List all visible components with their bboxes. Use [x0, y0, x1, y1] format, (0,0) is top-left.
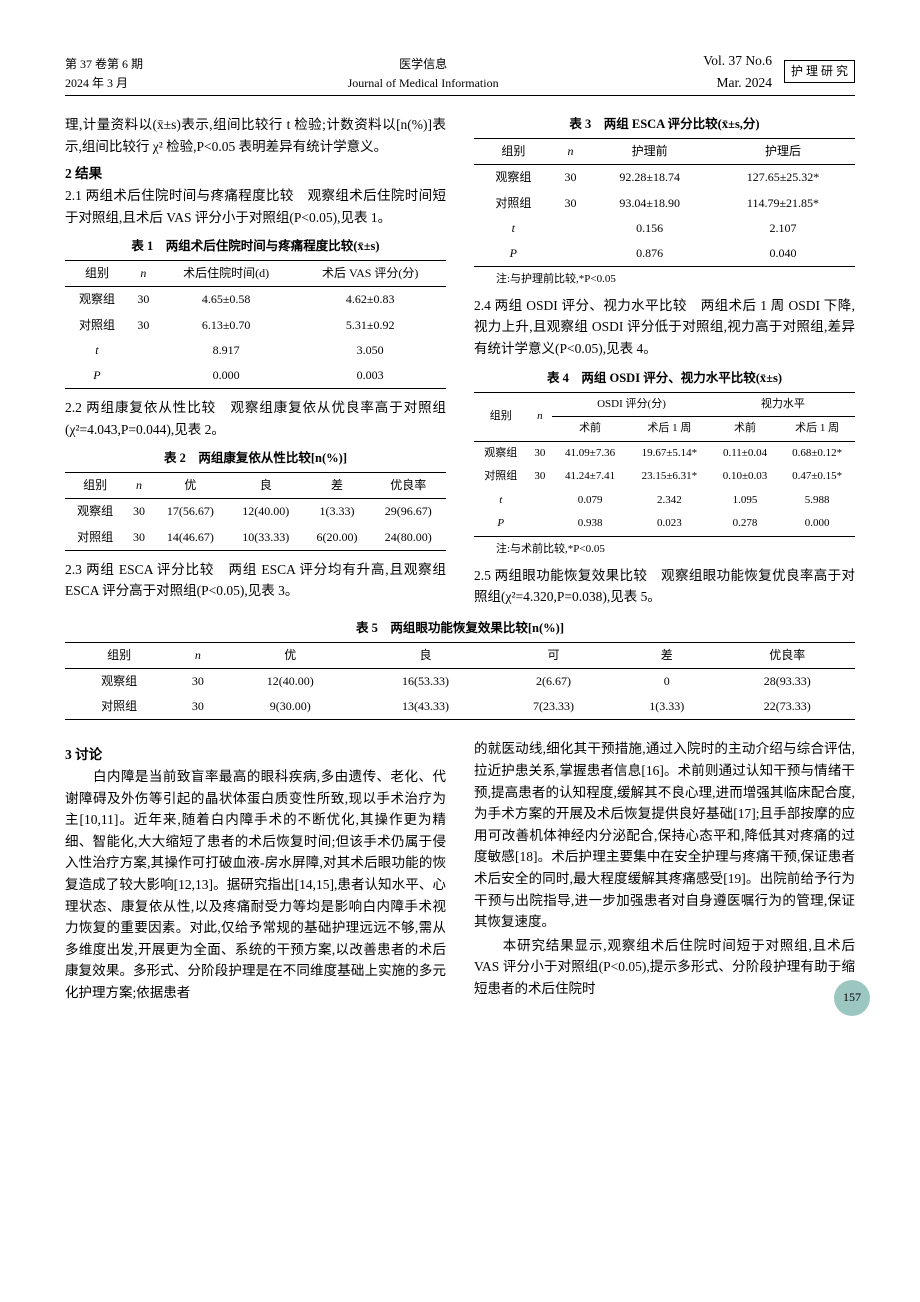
- table3-title: 表 3 两组 ESCA 评分比较(x̄±s,分): [474, 114, 855, 134]
- table3-note: 注:与护理前比较,*P<0.05: [474, 271, 855, 289]
- table2: 组别n 优良 差优良率 观察组3017(56.67)12(40.00)1(3.3…: [65, 472, 446, 551]
- table5: 组别n 优良 可差 优良率 观察组3012(40.00)16(53.33)2(6…: [65, 642, 855, 721]
- table1: 组别n 术后住院时间(d)术后 VAS 评分(分) 观察组304.65±0.58…: [65, 260, 446, 389]
- table4-title: 表 4 两组 OSDI 评分、视力水平比较(x̄±s): [474, 368, 855, 388]
- date-cn: 2024 年 3 月: [65, 74, 143, 93]
- discussion-right-2: 本研究结果显示,观察组术后住院时间短于对照组,且术后 VAS 评分小于对照组(P…: [474, 935, 855, 1000]
- discussion-left: 白内障是当前致盲率最高的眼科疾病,多由遗传、老化、代谢障碍及外伤等引起的晶状体蛋…: [65, 766, 446, 1004]
- page-number: 157: [834, 980, 870, 1016]
- table5-title: 表 5 两组眼功能恢复效果比较[n(%)]: [65, 618, 855, 638]
- section-tag: 护 理 研 究: [784, 60, 855, 83]
- table4: 组别 n OSDI 评分(分) 视力水平 术前术后 1 周 术前术后 1 周 观…: [474, 392, 855, 538]
- results-title: 2 结果: [65, 163, 446, 185]
- discussion-right: 的就医动线,细化其干预措施,通过入院时的主动介绍与综合评估,拉近护患关系,掌握患…: [474, 738, 855, 932]
- para-2-4: 2.4 两组 OSDI 评分、视力水平比较 两组术后 1 周 OSDI 下降,视…: [474, 295, 855, 360]
- page-header: 第 37 卷第 6 期 2024 年 3 月 医学信息 Journal of M…: [65, 50, 855, 96]
- discussion-title: 3 讨论: [65, 744, 446, 766]
- date-en: Mar. 2024: [703, 72, 772, 94]
- intro-para: 理,计量资料以(x̄±s)表示,组间比较行 t 检验;计数资料以[n(%)]表示…: [65, 114, 446, 157]
- vol-issue-cn: 第 37 卷第 6 期: [65, 55, 143, 74]
- para-2-1: 2.1 两组术后住院时间与疼痛程度比较 观察组术后住院时间短于对照组,且术后 V…: [65, 185, 446, 228]
- vol-issue-en: Vol. 37 No.6: [703, 50, 772, 72]
- para-2-5: 2.5 两组眼功能恢复效果比较 观察组眼功能恢复优良率高于对照组(χ²=4.32…: [474, 565, 855, 608]
- table2-title: 表 2 两组康复依从性比较[n(%)]: [65, 448, 446, 468]
- table1-title: 表 1 两组术后住院时间与疼痛程度比较(x̄±s): [65, 236, 446, 256]
- table3: 组别n 护理前护理后 观察组3092.28±18.74127.65±25.32*…: [474, 138, 855, 267]
- journal-en: Journal of Medical Information: [348, 74, 499, 93]
- para-2-2: 2.2 两组康复依从性比较 观察组康复依从优良率高于对照组(χ²=4.043,P…: [65, 397, 446, 440]
- para-2-3: 2.3 两组 ESCA 评分比较 两组 ESCA 评分均有升高,且观察组 ESC…: [65, 559, 446, 602]
- table4-note: 注:与术前比较,*P<0.05: [474, 541, 855, 559]
- journal-cn: 医学信息: [399, 55, 447, 74]
